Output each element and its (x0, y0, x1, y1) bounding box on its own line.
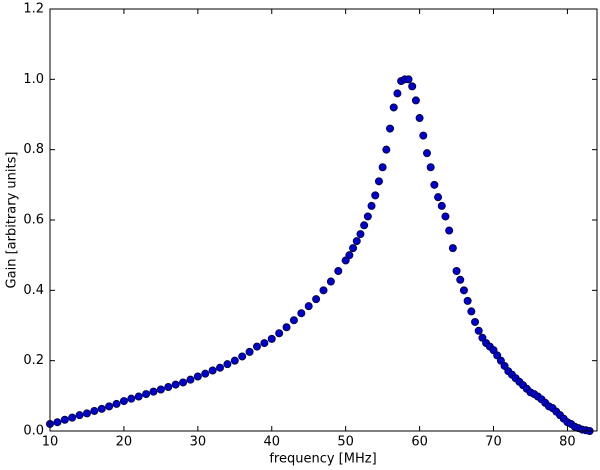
point (97, 404, 106, 413)
point (360, 221, 369, 230)
point (452, 266, 461, 275)
x-tick-label: 60 (411, 435, 428, 450)
point (134, 392, 143, 401)
point (193, 372, 202, 381)
point (415, 114, 424, 123)
point (382, 145, 391, 154)
point (349, 244, 358, 253)
y-tick-label: 0.6 (23, 213, 44, 228)
x-tick-label: 30 (190, 435, 207, 450)
point (105, 402, 114, 411)
point (90, 406, 99, 415)
plot-frame (49, 8, 598, 432)
point (408, 82, 417, 91)
point (441, 212, 450, 221)
point (334, 266, 343, 275)
point (201, 369, 210, 378)
point (363, 212, 372, 221)
point (467, 307, 476, 316)
point (356, 230, 365, 239)
point (367, 201, 376, 210)
point (179, 378, 188, 387)
point (319, 286, 328, 295)
x-tick-label: 80 (559, 435, 576, 450)
x-tick-label: 20 (116, 435, 133, 450)
point (216, 363, 225, 372)
point (471, 317, 480, 326)
point (434, 193, 443, 202)
point (352, 237, 361, 246)
point (60, 415, 69, 424)
point (456, 275, 465, 284)
y-tick-label: 0.8 (23, 142, 44, 157)
y-tick-label: 0.2 (23, 353, 44, 368)
point (426, 163, 435, 172)
point (267, 334, 276, 343)
point (208, 366, 217, 375)
point (223, 360, 232, 369)
x-tick-label: 50 (337, 435, 354, 450)
point (164, 383, 173, 392)
point (282, 323, 291, 332)
x-tick-label: 40 (263, 435, 280, 450)
point (419, 131, 428, 140)
y-tick-label: 1.2 (23, 2, 44, 17)
point (149, 387, 158, 396)
point (393, 89, 402, 98)
y-tick-label: 1.0 (23, 72, 44, 87)
y-axis-label: Gain [arbitrary units] (5, 152, 20, 289)
point (326, 277, 335, 286)
point (119, 397, 128, 406)
point (374, 177, 383, 186)
y-tick-label: 0.4 (23, 283, 44, 298)
point (275, 329, 284, 338)
y-tick-label: 0.0 (23, 424, 44, 439)
point (459, 286, 468, 295)
point (82, 409, 91, 418)
point (389, 103, 398, 112)
point (127, 394, 136, 403)
point (230, 356, 239, 365)
x-axis-label: frequency [MHz] (269, 452, 376, 467)
x-tick-label: 70 (485, 435, 502, 450)
point (445, 226, 454, 235)
point (112, 399, 121, 408)
point (411, 96, 420, 105)
point (312, 295, 321, 304)
point (304, 302, 313, 311)
point (238, 352, 247, 361)
point (378, 163, 387, 172)
point (386, 124, 395, 133)
point (156, 385, 165, 394)
point (171, 380, 180, 389)
point (297, 309, 306, 318)
point (437, 201, 446, 210)
point (430, 180, 439, 189)
point (422, 149, 431, 158)
point (463, 296, 472, 305)
point (75, 411, 84, 420)
point (345, 251, 354, 260)
point (245, 347, 254, 356)
point (371, 191, 380, 200)
point (404, 75, 413, 84)
point (289, 316, 298, 325)
point (260, 339, 269, 348)
point (53, 418, 62, 427)
point (68, 413, 77, 422)
point (474, 326, 483, 335)
point (186, 375, 195, 384)
point (142, 390, 151, 399)
point (252, 342, 261, 351)
x-tick-label: 10 (42, 435, 59, 450)
point (448, 244, 457, 253)
